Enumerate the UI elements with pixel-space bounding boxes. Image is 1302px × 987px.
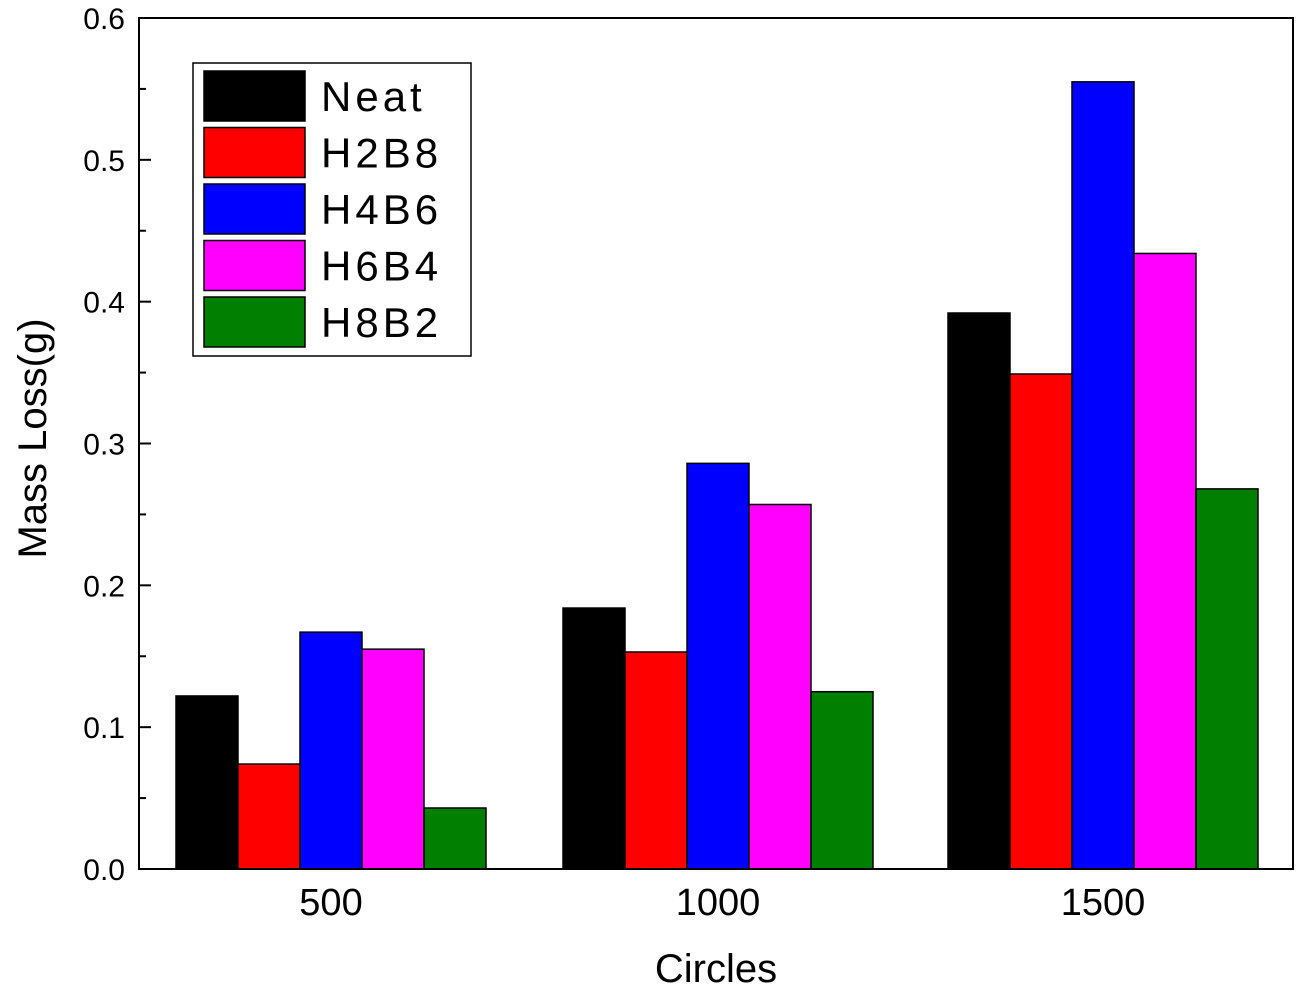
x-ticks-group: 500 1000 1500: [299, 882, 1145, 924]
legend-label-H4B6: H4B6: [321, 186, 442, 233]
bar-H2B8-500: [237, 763, 301, 870]
bar-H8B2-1500: [1195, 488, 1259, 870]
y-axis-title: Mass Loss(g): [11, 318, 55, 558]
legend-swatch-H8B2: [203, 296, 306, 348]
bar-H2B8-1000: [624, 651, 688, 870]
bar-H6B4-500: [361, 648, 425, 870]
x-tick-label: 1500: [1061, 882, 1146, 924]
bar-H6B4-1000: [748, 503, 812, 870]
bar-H8B2-1000: [810, 690, 874, 870]
legend-swatch-H6B4: [203, 239, 306, 292]
legend-swatch-H4B6: [203, 183, 306, 235]
y-ticks-group: 0.0 0.1 0.2 0.3 0.4 0.5 0.6: [83, 3, 151, 887]
bars-group: [175, 81, 1259, 870]
legend: Neat H2B8 H4B6 H6B4 H8B2: [192, 62, 472, 357]
y-tick-label: 0.4: [83, 287, 125, 320]
y-tick-label: 0.0: [83, 854, 125, 887]
legend-label-H2B8: H2B8: [321, 130, 442, 177]
legend-swatch-H2B8: [203, 126, 306, 179]
bar-H4B6-500: [299, 631, 363, 870]
y-tick-label: 0.3: [83, 429, 125, 462]
bar-H6B4-1500: [1133, 252, 1197, 870]
y-tick-label: 0.6: [83, 3, 125, 36]
x-axis-title: Circles: [655, 947, 777, 987]
bar-H4B6-1500: [1071, 81, 1135, 870]
bar-H2B8-1500: [1009, 373, 1073, 870]
bar-H4B6-1000: [686, 462, 750, 870]
bar-Neat-500: [175, 695, 239, 870]
x-tick-label: 500: [299, 882, 362, 924]
bar-H8B2-500: [423, 807, 487, 870]
y-tick-label: 0.2: [83, 570, 125, 603]
bar-Neat-1000: [562, 607, 626, 870]
legend-label-H6B4: H6B4: [321, 243, 442, 290]
legend-swatch-Neat: [203, 70, 306, 122]
legend-label-H8B2: H8B2: [321, 299, 442, 346]
bar-Neat-1500: [947, 312, 1011, 870]
y-tick-label: 0.1: [83, 712, 125, 745]
y-tick-label: 0.5: [83, 145, 125, 178]
legend-label-Neat: Neat: [321, 73, 426, 120]
x-tick-label: 1000: [676, 882, 761, 924]
